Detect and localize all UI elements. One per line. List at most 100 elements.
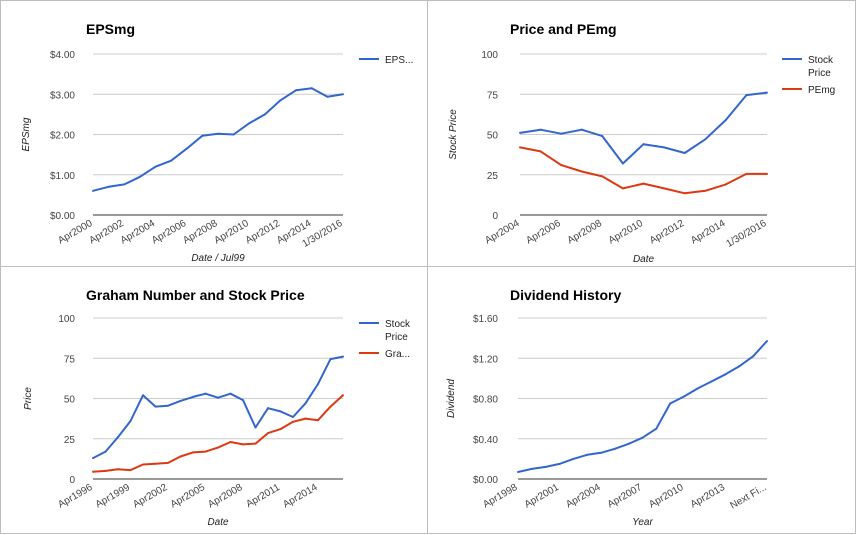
data-point <box>242 443 244 446</box>
chart-svg: Dividend History $0.00 $0.40 $0.80 $1.20 $1.6… <box>446 287 769 528</box>
data-point <box>724 373 727 376</box>
data-point <box>179 455 182 458</box>
x-tick-label: Apr1999 <box>94 482 133 511</box>
data-point <box>663 146 666 149</box>
data-point <box>766 172 768 175</box>
data-point <box>92 189 94 192</box>
x-tick-label: Apr1996 <box>56 482 95 511</box>
x-tick-label: Apr2010 <box>213 218 252 247</box>
data-point <box>342 355 344 358</box>
y-tick-label: 50 <box>64 395 76 406</box>
data-point <box>138 175 141 178</box>
data-point <box>580 170 583 173</box>
y-tick-label: $2.00 <box>50 131 75 142</box>
data-point <box>724 119 727 122</box>
x-axis-title: Date / Jul99 <box>191 253 245 264</box>
data-point <box>304 402 307 405</box>
data-point <box>295 89 298 92</box>
data-point <box>117 436 119 439</box>
x-axis-title: Date <box>633 254 655 265</box>
data-point <box>263 113 266 116</box>
data-point <box>123 183 126 186</box>
data-point <box>129 420 132 423</box>
x-tick-label: Apr2004 <box>483 218 522 247</box>
chart-panel-price-pemg: Price and PEmg 0 25 50 75 100 Apr2004 Apr2006 Ap… <box>427 0 856 267</box>
y-axis-title: EPSmg <box>21 117 32 151</box>
x-tick-label: Next Fi... <box>728 482 768 512</box>
series-line-1 <box>92 87 344 192</box>
x-tick-label: Apr2004 <box>564 482 603 511</box>
x-tick-label: Apr2001 <box>523 482 562 511</box>
data-point <box>326 95 329 98</box>
data-point <box>217 132 219 135</box>
data-point <box>530 467 533 470</box>
data-point <box>204 450 207 453</box>
data-point <box>613 447 616 450</box>
data-point <box>560 164 563 167</box>
data-point <box>621 162 624 165</box>
data-point <box>724 183 727 186</box>
y-tick-label: $1.20 <box>473 354 498 365</box>
chart-panel-graham-number: Graham Number and Stock Price 0 25 50 75 100 A… <box>0 266 428 534</box>
data-point <box>329 405 332 408</box>
data-point <box>558 462 561 465</box>
data-point <box>292 416 294 419</box>
x-tick-label: Apr2000 <box>56 218 95 247</box>
data-point <box>572 457 575 460</box>
y-tick-label: 25 <box>487 171 499 182</box>
data-point <box>232 133 235 136</box>
data-point <box>310 87 313 90</box>
chart-title: Dividend History <box>510 287 621 303</box>
x-tick-label: Apr2013 <box>689 482 728 511</box>
data-point <box>539 150 542 153</box>
y-tick-label: $0.00 <box>473 475 498 486</box>
y-tick-label: 75 <box>64 354 76 365</box>
data-point <box>642 182 645 185</box>
y-tick-label: $1.60 <box>473 314 498 325</box>
data-point <box>192 395 194 398</box>
data-point <box>745 172 748 175</box>
data-point <box>92 457 94 460</box>
x-tick-label: Apr2012 <box>648 218 687 247</box>
data-point <box>560 132 563 135</box>
data-point <box>154 165 157 168</box>
y-tick-label: 0 <box>69 475 75 486</box>
data-point <box>154 462 157 465</box>
data-point <box>519 131 521 134</box>
data-point <box>107 185 110 188</box>
data-point <box>242 399 244 402</box>
data-point <box>704 189 707 192</box>
data-point <box>683 152 686 155</box>
x-tick-label: Apr2014 <box>281 482 320 511</box>
x-axis-title: Year <box>632 517 653 528</box>
data-point <box>766 91 768 94</box>
y-tick-label: 100 <box>481 50 498 61</box>
legend-label: Stock <box>385 319 411 330</box>
x-tick-label: Apr2010 <box>647 482 686 511</box>
data-point <box>710 380 713 383</box>
data-point <box>683 192 686 195</box>
data-point <box>600 451 602 454</box>
data-point <box>279 99 282 102</box>
data-point <box>544 465 547 468</box>
data-point <box>342 93 344 96</box>
data-point <box>254 442 257 445</box>
data-point <box>519 146 521 149</box>
y-axis-title: Dividend <box>446 379 457 418</box>
data-point <box>696 387 699 390</box>
data-point <box>248 122 251 125</box>
data-point <box>642 143 645 146</box>
data-point <box>117 468 119 471</box>
series-line-1 <box>92 355 344 459</box>
x-axis-title: Date <box>207 517 229 528</box>
data-point <box>655 427 658 430</box>
x-tick-label: Apr2008 <box>181 218 220 247</box>
data-point <box>292 420 294 423</box>
series-line-1 <box>517 340 768 473</box>
y-tick-label: $4.00 <box>50 50 75 61</box>
y-axis-title: Stock Price <box>448 109 459 160</box>
legend-label: Price <box>385 332 408 343</box>
data-point <box>580 128 583 131</box>
data-point <box>663 187 666 190</box>
data-point <box>229 440 232 443</box>
